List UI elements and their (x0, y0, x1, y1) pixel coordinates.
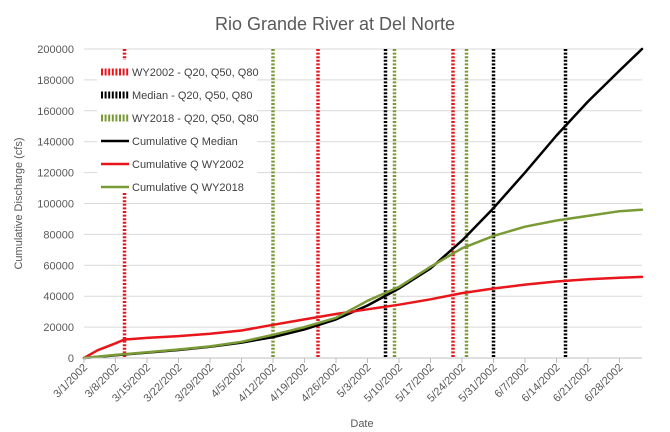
legend-label: Cumulative Q Median (132, 136, 238, 148)
legend-label: Median - Q20, Q50, Q80 (132, 90, 252, 102)
x-axis-ticks: 3/1/20023/8/20023/15/20023/22/20023/29/2… (51, 358, 626, 405)
y-tick-label: 160000 (37, 106, 74, 118)
y-tick-label: 40000 (43, 291, 74, 303)
y-tick-label: 200000 (37, 44, 74, 56)
y-tick-label: 0 (68, 353, 74, 365)
y-tick-label: 80000 (43, 229, 74, 241)
series-line (82, 208, 644, 360)
legend-label: Cumulative Q WY2018 (132, 182, 244, 194)
y-tick-label: 100000 (37, 199, 74, 211)
legend-label: WY2002 - Q20, Q50, Q80 (132, 67, 259, 79)
legend: WY2002 - Q20, Q50, Q80 Median - Q20, Q50,… (101, 67, 259, 194)
y-tick-label: 120000 (37, 168, 74, 180)
series-lines (82, 47, 644, 360)
y-tick-label: 180000 (37, 75, 74, 87)
legend-label: WY2018 - Q20, Q50, Q80 (132, 113, 259, 125)
y-tick-label: 20000 (43, 322, 74, 334)
y-axis-title: Cumulative Discharge (cfs) (13, 137, 25, 269)
y-tick-label: 60000 (43, 260, 74, 272)
series-line (82, 275, 644, 360)
y-tick-label: 140000 (37, 137, 74, 149)
x-axis-title: Date (350, 418, 373, 430)
legend-label: Cumulative Q WY2002 (132, 159, 244, 171)
chart-title: Rio Grande River at Del Norte (215, 14, 455, 34)
y-axis-ticks: 0 20000 40000 60000 80000 100000 120000 140000 1… (37, 44, 74, 365)
legend-background (97, 60, 257, 192)
